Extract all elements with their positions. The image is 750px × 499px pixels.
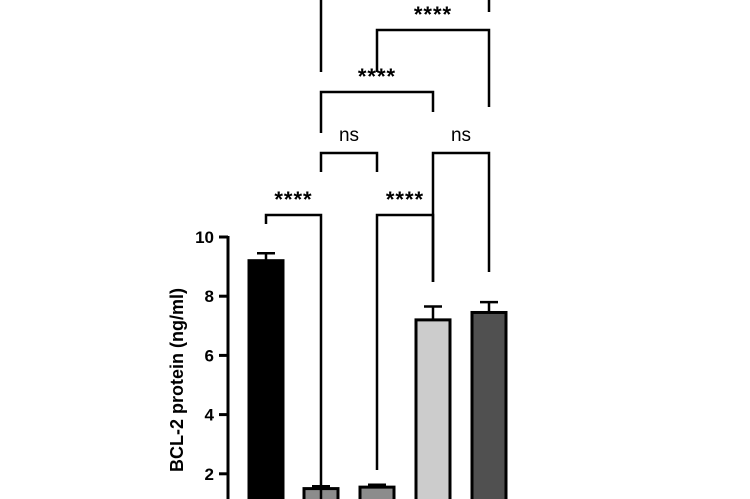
y-tick-label: 4: [205, 406, 215, 425]
significance-label-stars: ****: [386, 187, 424, 212]
significance-bracket: [319, 151, 379, 172]
significance-label-ns: ns: [451, 125, 471, 146]
significance-bracket: [319, 90, 435, 133]
bar: [247, 259, 285, 499]
significance-bracket: [264, 213, 323, 499]
significance-label-stars: ****: [414, 2, 452, 27]
significance-label-stars: ****: [274, 187, 312, 212]
brackets-layer: **** ****ns ns********: [264, 0, 491, 499]
y-tick-label: 10: [195, 228, 214, 247]
y-tick-label: 8: [205, 287, 214, 306]
y-tick-label: 6: [205, 346, 214, 365]
significance-bracket: [319, 0, 491, 72]
axis-layer: 2 4 6 8 10: [195, 228, 230, 499]
significance-label-ns: ns: [339, 125, 359, 146]
bar: [470, 310, 508, 499]
significance-bracket: [375, 28, 491, 107]
y-axis-label: BCL-2 protein (ng/ml): [167, 288, 187, 472]
y-tick-label: 2: [205, 465, 214, 484]
bar: [414, 318, 452, 499]
significance-bracket: [431, 151, 491, 282]
bar: [358, 485, 396, 499]
